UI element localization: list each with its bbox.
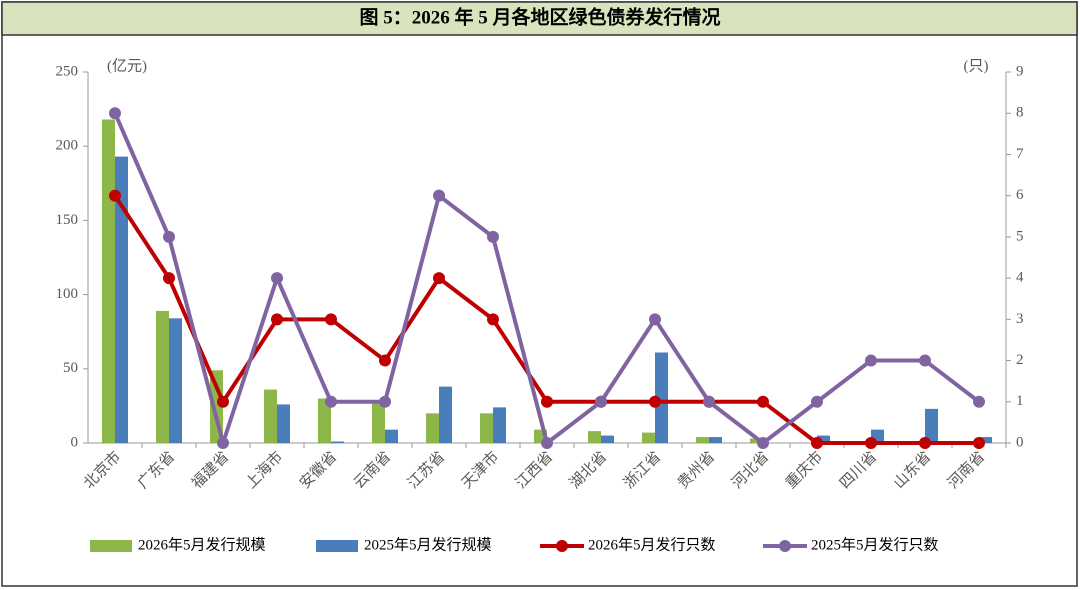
bar bbox=[480, 413, 493, 443]
marker bbox=[325, 313, 337, 326]
marker bbox=[217, 395, 229, 408]
y2-tick-label: 2 bbox=[1016, 352, 1024, 368]
legend-label: 2025年5月发行只数 bbox=[811, 536, 939, 553]
y-tick-label: 0 bbox=[71, 434, 79, 450]
bar bbox=[696, 437, 709, 443]
bar bbox=[102, 119, 115, 443]
legend-swatch bbox=[90, 540, 132, 552]
marker bbox=[811, 395, 823, 408]
marker bbox=[811, 437, 823, 449]
marker bbox=[217, 437, 229, 449]
marker bbox=[271, 272, 283, 285]
legend-label: 2025年5月发行规模 bbox=[364, 536, 492, 553]
y2-tick-label: 9 bbox=[1016, 63, 1024, 79]
y2-tick-label: 7 bbox=[1016, 146, 1024, 162]
bar bbox=[277, 404, 290, 443]
bar bbox=[979, 437, 992, 443]
marker bbox=[433, 189, 445, 202]
y2-tick-label: 5 bbox=[1016, 228, 1024, 244]
marker bbox=[973, 437, 985, 449]
marker bbox=[757, 437, 769, 449]
legend-swatch bbox=[779, 540, 791, 552]
bar bbox=[426, 413, 439, 443]
y-tick-label: 250 bbox=[56, 63, 79, 79]
marker bbox=[865, 437, 877, 449]
legend-label: 2026年5月发行规模 bbox=[138, 536, 266, 553]
marker bbox=[919, 354, 931, 367]
bar bbox=[156, 310, 169, 443]
bar bbox=[372, 401, 385, 443]
bar bbox=[115, 156, 128, 443]
marker bbox=[757, 395, 769, 408]
bar bbox=[817, 435, 830, 443]
marker bbox=[919, 437, 931, 449]
y2-tick-label: 6 bbox=[1016, 187, 1024, 203]
bar bbox=[655, 352, 668, 443]
marker bbox=[487, 313, 499, 326]
marker bbox=[487, 230, 499, 243]
bar bbox=[925, 408, 938, 443]
bar bbox=[318, 398, 331, 443]
y2-tick-label: 4 bbox=[1016, 270, 1024, 286]
y-unit: (亿元) bbox=[107, 57, 147, 74]
bar bbox=[385, 429, 398, 443]
marker bbox=[649, 313, 661, 326]
marker bbox=[541, 437, 553, 449]
y-tick-label: 50 bbox=[63, 360, 78, 376]
marker bbox=[325, 395, 337, 408]
y2-tick-label: 3 bbox=[1016, 311, 1024, 327]
marker bbox=[379, 395, 391, 408]
marker bbox=[703, 395, 715, 408]
y2-unit: (只) bbox=[964, 58, 989, 74]
legend-swatch bbox=[556, 540, 568, 552]
bar bbox=[750, 438, 763, 443]
marker bbox=[163, 272, 175, 285]
y-tick-label: 100 bbox=[56, 286, 79, 302]
bar bbox=[709, 437, 722, 443]
bar bbox=[493, 407, 506, 443]
marker bbox=[649, 395, 661, 408]
marker bbox=[541, 395, 553, 408]
marker bbox=[163, 230, 175, 243]
marker bbox=[271, 313, 283, 326]
marker bbox=[109, 107, 121, 120]
bar bbox=[642, 432, 655, 443]
bar bbox=[439, 386, 452, 443]
marker bbox=[865, 354, 877, 367]
legend-label: 2026年5月发行只数 bbox=[588, 536, 716, 553]
marker bbox=[595, 395, 607, 408]
y-tick-label: 150 bbox=[56, 212, 79, 228]
bar bbox=[264, 389, 277, 443]
marker bbox=[973, 395, 985, 408]
chart-title: 图 5：2026 年 5 月各地区绿色债券发行情况 bbox=[359, 5, 720, 28]
marker bbox=[433, 272, 445, 285]
legend-swatch bbox=[316, 540, 358, 552]
bar bbox=[588, 431, 601, 443]
bar bbox=[169, 318, 182, 443]
y2-tick-label: 0 bbox=[1016, 434, 1024, 450]
marker bbox=[109, 189, 121, 202]
bar bbox=[601, 435, 614, 443]
y-tick-label: 200 bbox=[56, 138, 79, 154]
y2-tick-label: 1 bbox=[1016, 393, 1024, 409]
marker bbox=[379, 354, 391, 367]
y2-tick-label: 8 bbox=[1016, 105, 1024, 121]
title-bar bbox=[1, 1, 1078, 36]
bar bbox=[331, 441, 344, 443]
